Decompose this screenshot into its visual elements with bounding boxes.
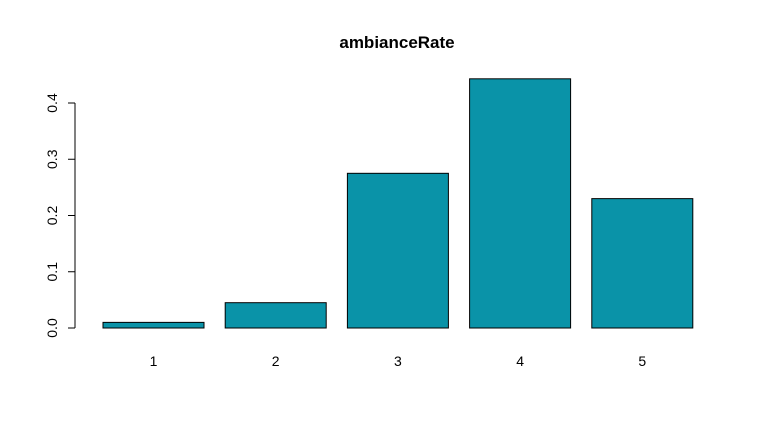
bar-5	[591, 198, 694, 329]
x-category-label: 4	[516, 353, 524, 369]
bar-4	[469, 78, 572, 329]
y-tick-label: 0.1	[44, 262, 60, 282]
y-tick-label: 0.4	[44, 93, 60, 113]
y-tick-label: 0.2	[44, 206, 60, 226]
bar-1	[102, 321, 205, 329]
bars-group	[102, 78, 694, 329]
x-category-label: 1	[150, 353, 158, 369]
x-category-label: 5	[638, 353, 646, 369]
chart-title: ambianceRate	[339, 33, 454, 52]
y-axis: 0.0 0.1 0.2 0.3 0.4	[44, 93, 76, 338]
y-tick-label: 0.0	[44, 318, 60, 338]
bar-3	[346, 172, 449, 329]
x-category-label: 2	[272, 353, 280, 369]
x-axis-labels: 1 2 3 4 5	[150, 353, 647, 369]
y-tick-label: 0.3	[44, 149, 60, 169]
bar-2	[224, 302, 327, 329]
x-category-label: 3	[394, 353, 402, 369]
